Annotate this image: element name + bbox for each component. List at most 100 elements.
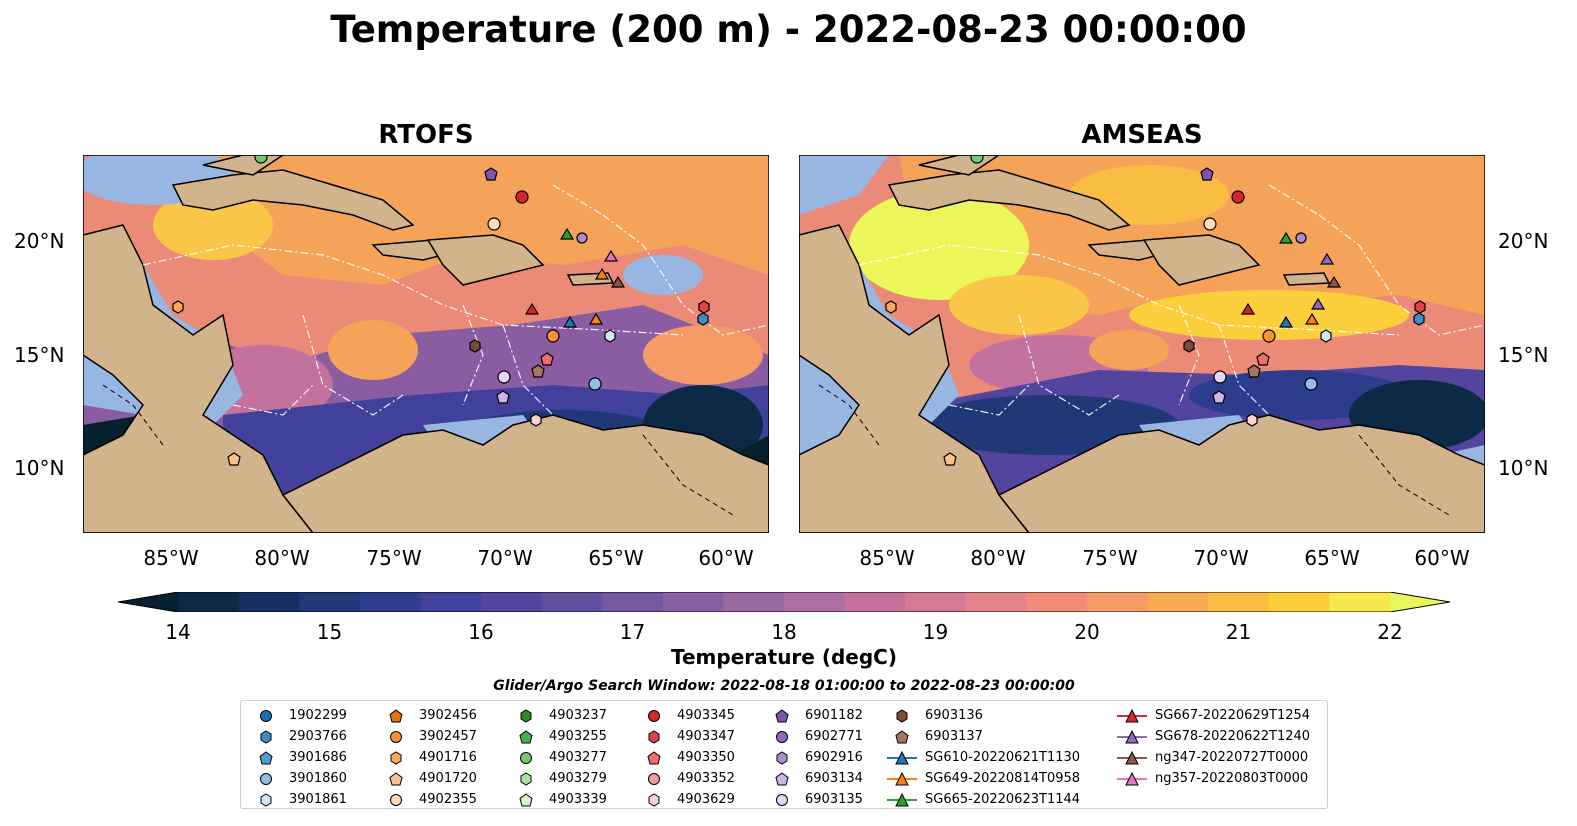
lon-label-right-80w: 80°W [970,546,1026,570]
legend-item-label: 4903345 [677,708,735,723]
lon-label-right-75w: 75°W [1082,546,1138,570]
legend-item-label: 1902299 [289,708,347,723]
triangle-marker-icon [1117,771,1147,785]
colorbar-tick-label: 14 [165,620,191,644]
colorbar-extend-max [1390,592,1450,612]
circle-marker-icon [390,730,402,743]
colorbar-segment [299,592,361,612]
circle-marker-icon [648,709,660,722]
legend-item: 4901716 [381,747,477,768]
legend-item: 6901182 [767,705,863,726]
lat-label-right-10n: 10°N [1498,456,1549,480]
legend-item: 6903135 [767,789,863,810]
lon-label-right-60w: 60°W [1414,546,1470,570]
colorbar-segment [238,592,300,612]
circle-marker-icon [390,793,402,806]
lat-label-right-20n: 20°N [1498,229,1549,253]
colorbar-segment [844,592,906,612]
legend-item-label: 4901720 [419,771,477,786]
legend-item: 2903766 [251,726,347,747]
colorbar-segment [541,592,603,612]
colorbar-tick-label: 15 [316,620,343,644]
legend-item-label: 3901860 [289,771,347,786]
legend-item: 4901720 [381,768,477,789]
colorbar-segment [662,592,724,612]
legend-item: 6903137 [887,726,1080,747]
legend-item-label: 4903629 [677,792,735,807]
temperature-colorbar [118,592,1450,612]
legend-item: 4903345 [639,705,735,726]
legend-item-label: 4903255 [549,729,607,744]
legend-item: SG665-20220623T1144 [887,789,1080,810]
hexagon-marker-icon [648,729,660,744]
colorbar-segment [965,592,1027,612]
legend-item: 4903339 [511,789,607,810]
lon-label-left-70w: 70°W [477,546,533,570]
legend: 1902299 2903766 3901686 3901860 3901861 39024… [240,700,1328,809]
legend-item-label: 4903279 [549,771,607,786]
hexagon-marker-icon [260,729,272,744]
colorbar-segment [784,592,846,612]
colorbar-segment [1147,592,1209,612]
legend-item: 4903629 [639,789,735,810]
legend-item: 4903279 [511,768,607,789]
legend-item-label: 4903237 [549,708,607,723]
legend-item-label: 3901686 [289,750,347,765]
legend-item: SG678-20220622T1240 [1117,726,1310,747]
triangle-marker-icon [1117,708,1147,722]
legend-item: 4903277 [511,747,607,768]
colorbar-tick-label: 18 [771,620,797,644]
lon-label-right-85w: 85°W [859,546,915,570]
legend-item-label: 3902457 [419,729,477,744]
legend-item-label: SG665-20220623T1144 [925,792,1081,807]
legend-item-label: 4903347 [677,729,735,744]
legend-item: 4903237 [511,705,607,726]
legend-column: 6901182 6902771 6902916 6903134 6903135 [767,705,863,810]
circle-marker-icon [260,709,272,722]
colorbar-segment [1087,592,1149,612]
legend-item: 3902457 [381,726,477,747]
figure-title: Temperature (200 m) - 2022-08-23 00:00:0… [330,8,1247,51]
legend-item: 3901860 [251,768,347,789]
legend-column: 3902456 3902457 4901716 4901720 4902355 [381,705,477,810]
legend-item: 4903350 [639,747,735,768]
legend-item-label: 6903135 [805,792,863,807]
lon-label-left-85w: 85°W [143,546,199,570]
colorbar-segment [602,592,664,612]
legend-item-label: 4903339 [549,792,607,807]
legend-item: SG667-20220629T1254 [1117,705,1310,726]
hexagon-marker-icon [896,708,908,723]
colorbar-segment [481,592,543,612]
colorbar-segment [905,592,967,612]
colorbar-tick-label: 20 [1074,620,1100,644]
legend-item: 3901686 [251,747,347,768]
colorbar-tick-label: 22 [1377,620,1403,644]
legend-item-label: 4903350 [677,750,735,765]
lat-label-right-15n: 15°N [1498,343,1549,367]
legend-item: 6903136 [887,705,1080,726]
hexagon-marker-icon [520,708,532,723]
legend-column: 4903345 4903347 4903350 4903352 4903629 [639,705,735,810]
colorbar-segment [1329,592,1391,612]
amseas-panel-title: AMSEAS [1081,120,1203,150]
legend-item-label: 3901861 [289,792,347,807]
legend-item-label: 6902771 [805,729,863,744]
legend-column: SG667-20220629T1254 SG678-20220622T1240 ng… [1117,705,1310,789]
legend-item-label: ng347-20220727T0000 [1155,750,1309,765]
lon-label-right-70w: 70°W [1193,546,1249,570]
legend-item-label: 6903134 [805,771,863,786]
legend-item: 4903255 [511,726,607,747]
legend-item-label: SG678-20220622T1240 [1155,729,1311,744]
triangle-marker-icon [887,792,917,806]
lat-label-left-20n: 20°N [14,229,65,253]
pentagon-marker-icon [775,771,789,785]
legend-item: 4902355 [381,789,477,810]
hexagon-marker-icon [390,750,402,765]
legend-item: 6902916 [767,747,863,768]
lon-label-left-80w: 80°W [254,546,310,570]
legend-item-label: 6902916 [805,750,863,765]
hexagon-marker-icon [648,792,660,807]
legend-column: 1902299 2903766 3901686 3901860 3901861 [251,705,347,810]
legend-column: 4903237 4903255 4903277 4903279 4903339 [511,705,607,810]
amseas-map [799,155,1485,533]
